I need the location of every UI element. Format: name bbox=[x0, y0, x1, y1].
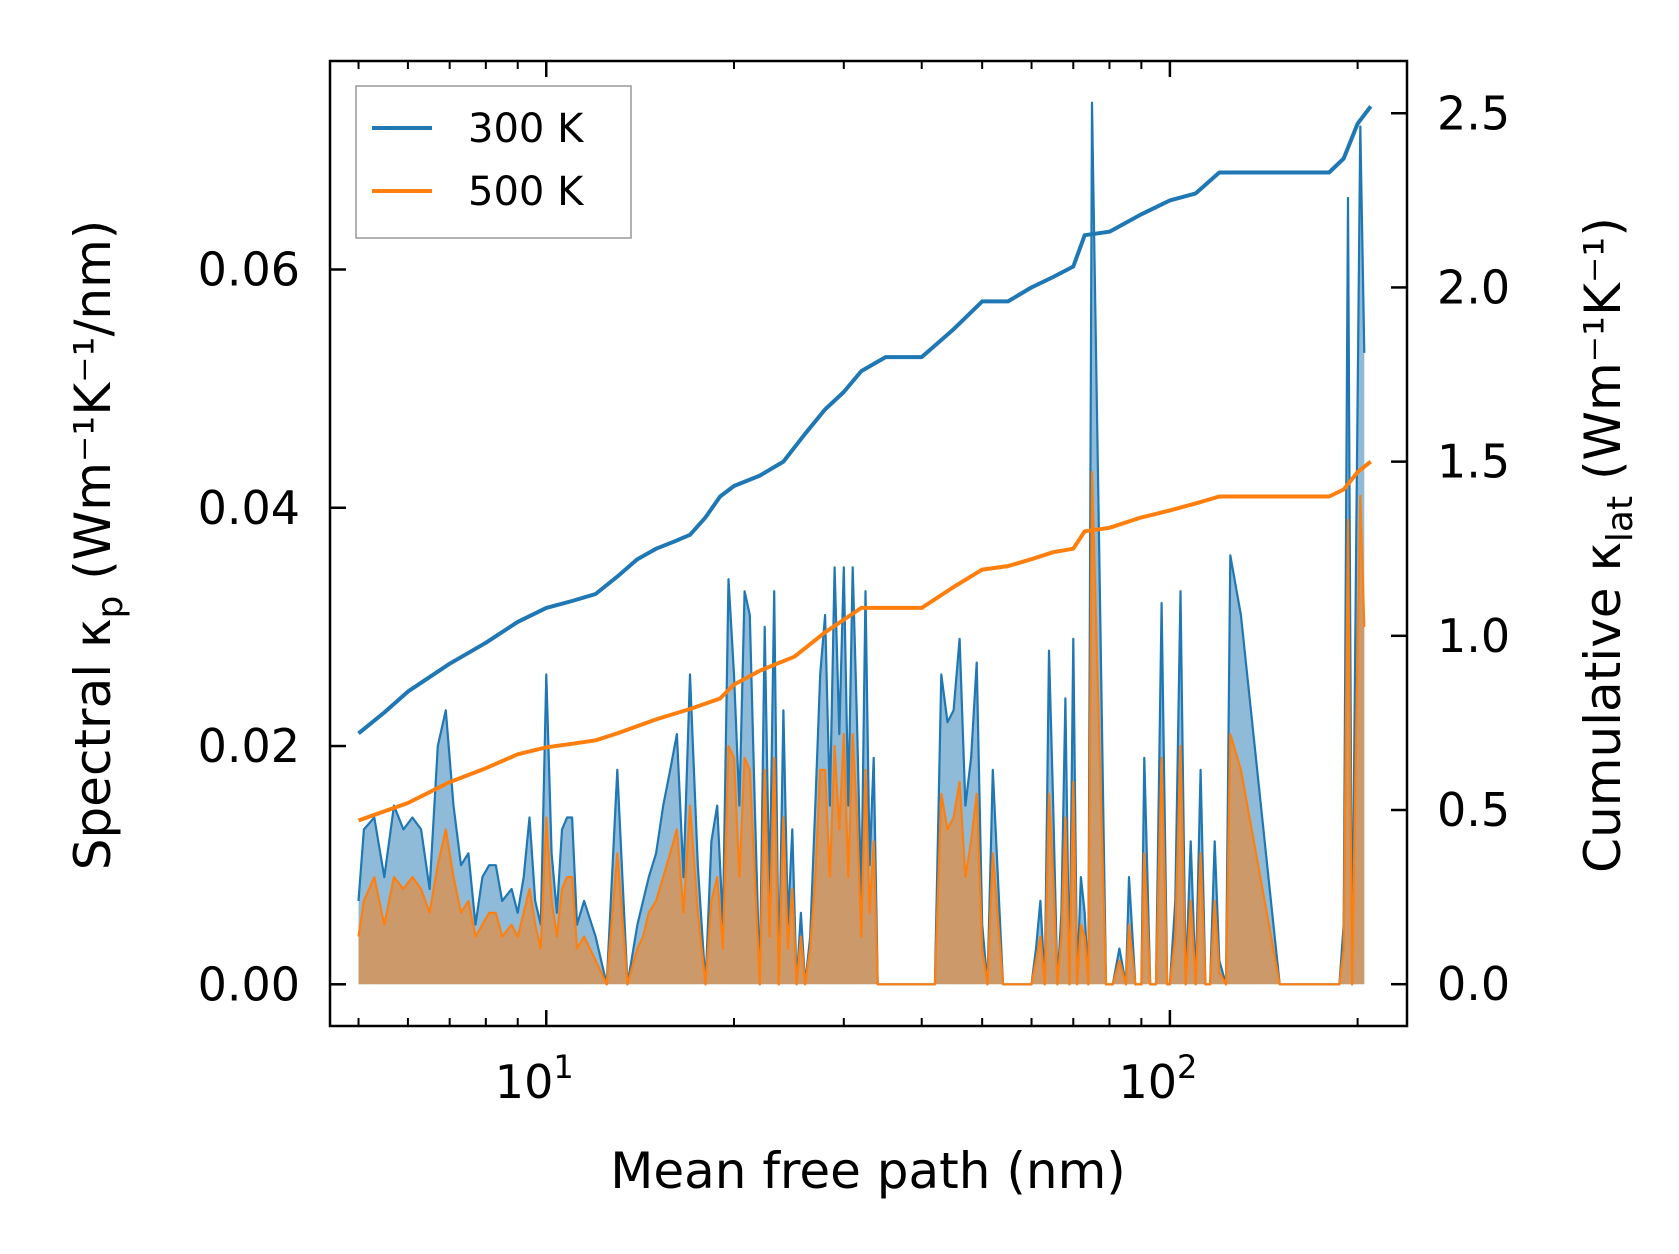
spectral-line-500k bbox=[357, 470, 1366, 986]
x-tick-label: 102 bbox=[1118, 1048, 1197, 1109]
legend-label-300k: 300 K bbox=[468, 106, 585, 152]
y-right-tick-label: 2.5 bbox=[1437, 86, 1510, 140]
spectral-line-300k bbox=[357, 101, 1366, 986]
y-axis-label-left: Spectral κp (Wm⁻¹K⁻¹/nm) bbox=[64, 220, 131, 871]
cumulative-layer bbox=[357, 105, 1373, 823]
legend: 300 K 500 K bbox=[355, 85, 632, 239]
legend-label-500k: 500 K bbox=[468, 169, 585, 215]
x-axis-label: Mean free path (nm) bbox=[610, 1142, 1126, 1200]
plot-frame bbox=[328, 59, 1409, 1028]
y-right-tick-label: 2.0 bbox=[1437, 260, 1510, 314]
y-left-tick-label: 0.04 bbox=[198, 481, 300, 535]
x-tick-label: 101 bbox=[495, 1048, 574, 1109]
y-left-tick-label: 0.02 bbox=[198, 719, 300, 773]
y-right-tick-label: 1.0 bbox=[1437, 609, 1510, 663]
y-right-tick-label: 0.0 bbox=[1437, 957, 1510, 1011]
y-left-tick-label: 0.06 bbox=[198, 242, 300, 296]
spectral-area-500k bbox=[358, 472, 1365, 985]
y-left-tick-label: 0.00 bbox=[198, 957, 300, 1011]
cumulative-line-300k bbox=[357, 105, 1373, 735]
cumulative-line-500k bbox=[357, 460, 1373, 823]
y-right-tick-label: 0.5 bbox=[1437, 783, 1510, 837]
spectral-layer bbox=[357, 101, 1366, 986]
legend-frame bbox=[355, 85, 632, 239]
ticks-layer: 101 102 0.00 0.02 0.04 0.06 0.0 0.5 1.0 1.5 2.0 2.5 bbox=[198, 61, 1510, 1109]
y-axis-label-right: Cumulative κlat (Wm⁻¹K⁻¹) bbox=[1574, 217, 1641, 873]
y-right-tick-label: 1.5 bbox=[1437, 435, 1510, 489]
